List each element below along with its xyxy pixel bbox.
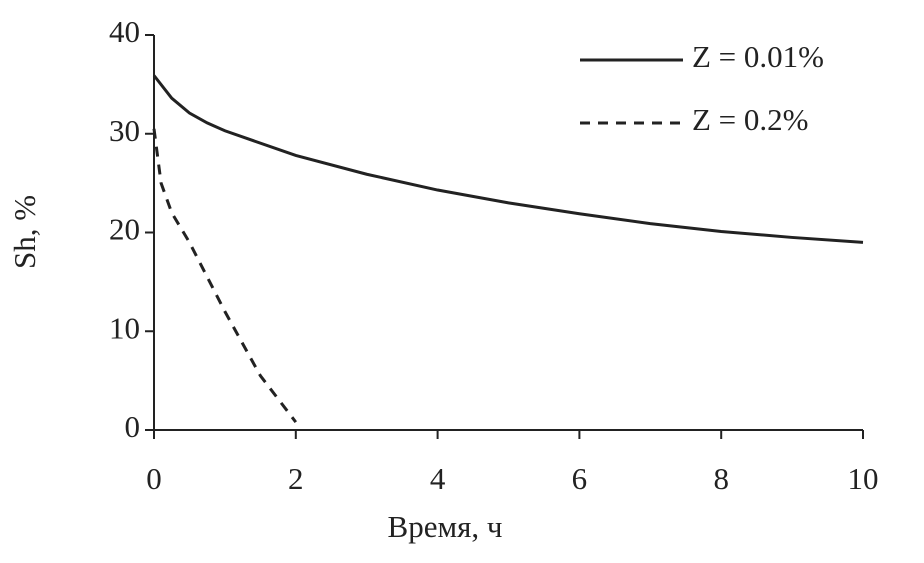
y-axis-label: Sh, % bbox=[7, 195, 42, 269]
x-tick-label: 6 bbox=[572, 461, 588, 496]
x-tick-label: 2 bbox=[288, 461, 304, 496]
x-tick-label: 8 bbox=[713, 461, 729, 496]
x-axis-label: Время, ч bbox=[388, 509, 503, 544]
y-tick-label: 40 bbox=[109, 14, 140, 49]
line-series bbox=[152, 74, 864, 244]
x-tick-label: 10 bbox=[848, 461, 879, 496]
y-tick-label: 20 bbox=[109, 212, 140, 247]
y-tick-label: 10 bbox=[109, 310, 140, 345]
x-tick-label: 4 bbox=[430, 461, 446, 496]
legend-label: Z = 0.2% bbox=[692, 102, 809, 137]
x-tick-label: 0 bbox=[146, 461, 162, 496]
legend-label: Z = 0.01% bbox=[692, 39, 824, 74]
y-tick-label: 0 bbox=[125, 409, 141, 444]
line-series bbox=[152, 128, 297, 424]
y-tick-label: 30 bbox=[109, 113, 140, 148]
